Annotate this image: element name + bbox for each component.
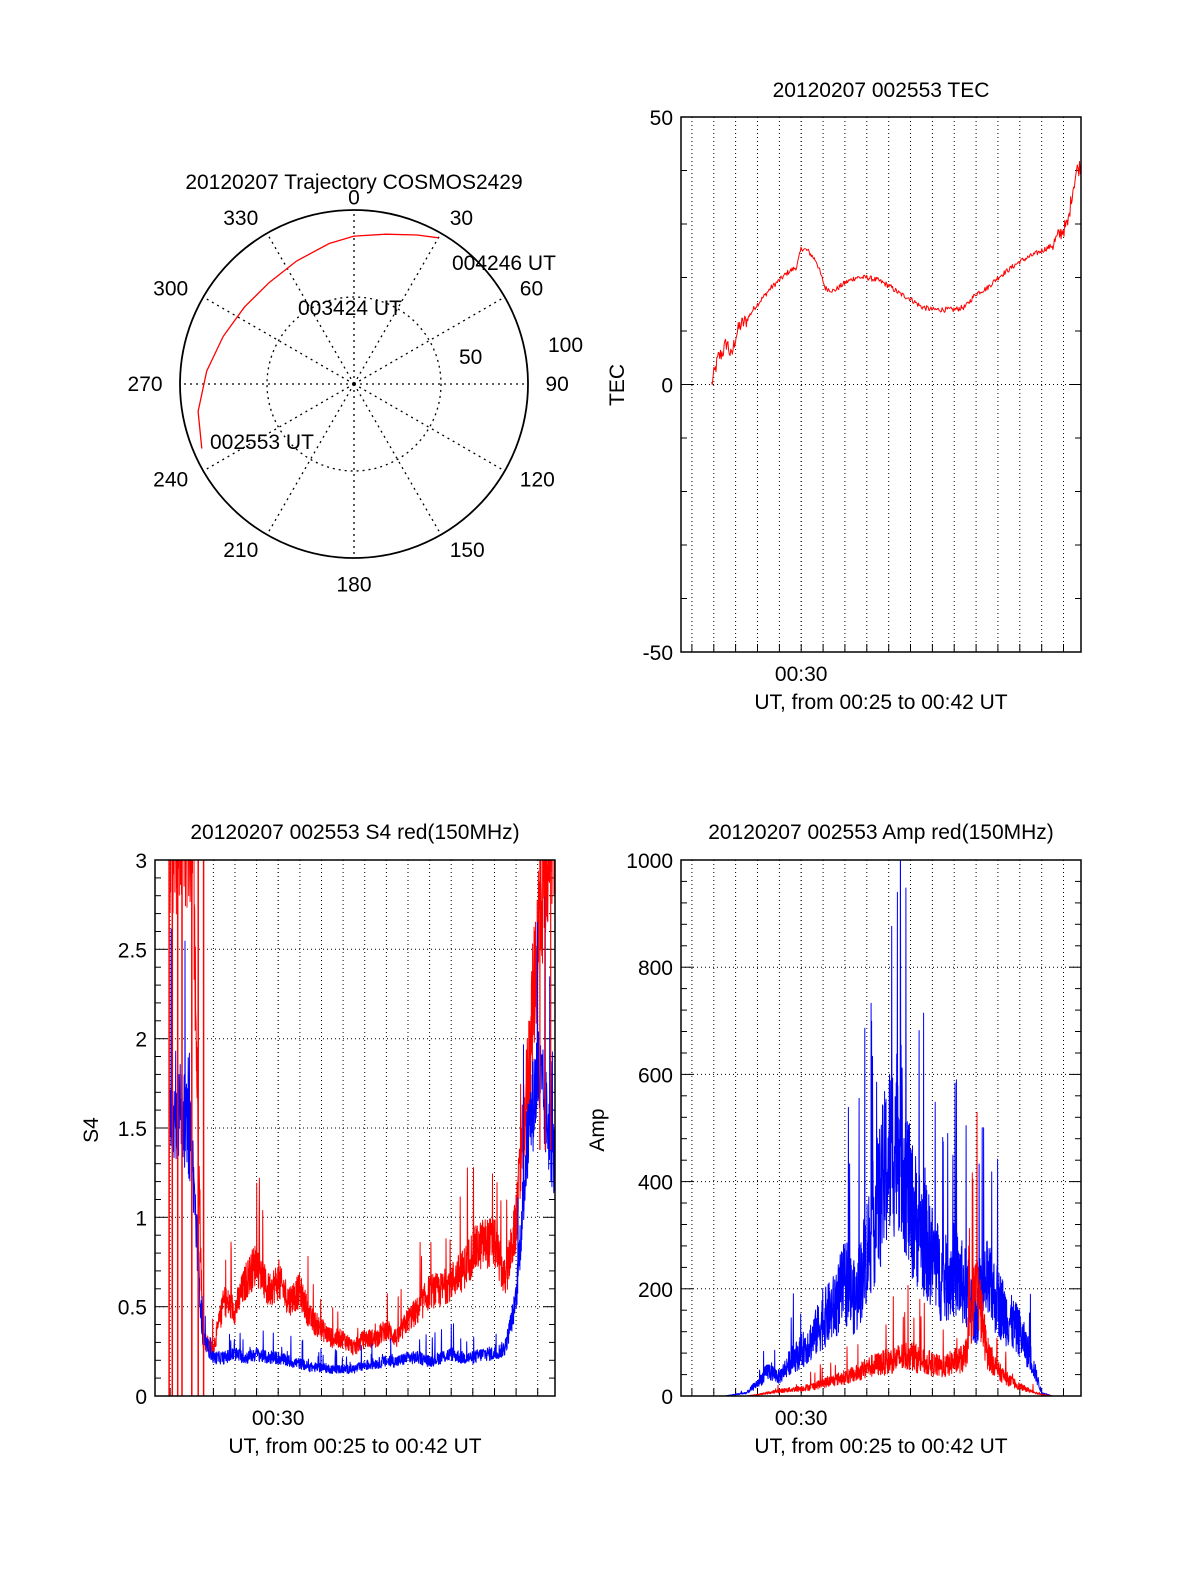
- polar-spoke: [266, 232, 355, 385]
- s4-y-tick-label: 2: [135, 1029, 147, 1052]
- polar-spoke: [202, 296, 355, 385]
- tec-plot-frame: [680, 116, 1082, 653]
- polar-spoke: [202, 383, 355, 472]
- tec-y-tick-label: 50: [650, 107, 673, 130]
- amp-plot-frame: [680, 859, 1082, 1397]
- polar-azimuth-label: 180: [336, 573, 371, 596]
- amp-y-tick-label: 400: [638, 1172, 673, 1195]
- polar-azimuth-label: 330: [223, 207, 258, 230]
- amp-x-tick-labels: 00:30: [775, 1407, 828, 1430]
- amp-panel: 20120207 002553 Amp red(150MHz) 0 200 400 6…: [586, 821, 1082, 1458]
- polar-azimuth-label: 0: [348, 187, 360, 210]
- polar-azimuth-label: 240: [153, 469, 188, 492]
- polar-ring-50: [266, 296, 442, 472]
- s4-y-tick-label: 0.5: [118, 1297, 147, 1320]
- s4-plot-frame: [154, 859, 556, 1397]
- s4-ylabel: S4: [80, 1117, 103, 1143]
- polar-outer-ring: [179, 209, 529, 559]
- tec-y-tick-labels: -50 0 50: [643, 107, 673, 665]
- s4-y-tick-label: 1: [135, 1207, 147, 1230]
- polar-azimuth-label: 120: [520, 469, 555, 492]
- polar-azimuth-label: 150: [450, 539, 485, 562]
- polar-spoke: [353, 232, 442, 385]
- tec-x-tick-label: 00:30: [775, 663, 828, 686]
- polar-azimuth-label: 90: [545, 373, 568, 396]
- polar-azimuth-label: 60: [520, 277, 543, 300]
- s4-grid: [155, 859, 555, 1397]
- s4-series-blue: [169, 896, 555, 1375]
- polar-radial-label: 100: [548, 334, 583, 357]
- tec-grid: [681, 116, 1081, 653]
- trajectory-end-label: 004246 UT: [452, 252, 556, 275]
- amp-title: 20120207 002553 Amp red(150MHz): [708, 821, 1054, 844]
- amp-y-tick-labels: 0 200 400 600 800 1000: [626, 850, 673, 1409]
- tec-title: 20120207 002553 TEC: [773, 79, 990, 102]
- polar-azimuth-label: 270: [128, 373, 163, 396]
- amp-series: [702, 860, 1081, 1396]
- amp-y-tick-label: 1000: [626, 850, 673, 873]
- trajectory-start-label: 002553 UT: [210, 431, 314, 454]
- s4-title: 20120207 002553 S4 red(150MHz): [190, 821, 519, 844]
- polar-azimuth-label: 30: [450, 207, 473, 230]
- polar-spoke: [266, 383, 355, 536]
- trajectory-title: 20120207 Trajectory COSMOS2429: [185, 171, 522, 194]
- tec-y-tick-label: -50: [643, 642, 673, 665]
- trajectory-panel: 20120207 Trajectory COSMOS2429 0 30 60 90 12…: [128, 171, 583, 596]
- trajectory-line: [197, 233, 439, 449]
- polar-azimuth-labels: 0 30 60 90 120 150 180 210 240 270 300 330 50 100: [128, 187, 583, 597]
- amp-y-tick-label: 600: [638, 1064, 673, 1087]
- tec-panel: 20120207 002553 TEC -50 0 50 00:30 TEC UT,…: [606, 79, 1082, 714]
- amp-x-tick-label: 00:30: [775, 1407, 828, 1430]
- s4-x-tick-labels: 00:30: [252, 1407, 305, 1430]
- tec-series-group: [711, 161, 1081, 386]
- polar-azimuth-label: 210: [223, 539, 258, 562]
- tec-y-tick-label: 0: [661, 375, 673, 398]
- trajectory-path: [197, 233, 439, 449]
- amp-series-red: [702, 1111, 1081, 1396]
- polar-spoke: [353, 383, 506, 472]
- s4-y-tick-label: 0: [135, 1386, 147, 1409]
- trajectory-middle-label: 003424 UT: [298, 297, 402, 320]
- s4-series-group: [168, 860, 555, 1396]
- amp-ylabel: Amp: [586, 1108, 609, 1151]
- polar-grid: [179, 209, 529, 559]
- s4-series: [168, 860, 555, 1396]
- s4-panel: 20120207 002553 S4 red(150MHz) 0 0.5 1 1.5 2…: [80, 821, 556, 1458]
- tec-ylabel: TEC: [606, 364, 629, 406]
- polar-spoke: [353, 383, 442, 536]
- amp-y-tick-label: 0: [661, 1386, 673, 1409]
- amp-y-tick-label: 200: [638, 1279, 673, 1302]
- s4-y-tick-label: 1.5: [118, 1118, 147, 1141]
- s4-y-tick-label: 2.5: [118, 939, 147, 962]
- amp-y-tick-label: 800: [638, 957, 673, 980]
- amp-series-group: [702, 860, 1081, 1396]
- tec-x-tick-labels: 00:30: [775, 663, 828, 686]
- s4-series-red: [169, 860, 555, 1356]
- amp-series-blue: [702, 860, 1081, 1396]
- s4-xlabel: UT, from 00:25 to 00:42 UT: [228, 1435, 481, 1458]
- tec-series-red: [711, 161, 1081, 386]
- s4-y-tick-labels: 0 0.5 1 1.5 2 2.5 3: [118, 850, 147, 1409]
- tec-series: [711, 161, 1081, 386]
- polar-radial-label: 50: [459, 346, 482, 369]
- s4-y-tick-label: 3: [135, 850, 147, 873]
- s4-x-tick-label: 00:30: [252, 1407, 305, 1430]
- tec-xlabel: UT, from 00:25 to 00:42 UT: [754, 691, 1007, 714]
- amp-xlabel: UT, from 00:25 to 00:42 UT: [754, 1435, 1007, 1458]
- polar-spoke: [353, 296, 506, 385]
- polar-azimuth-label: 300: [153, 277, 188, 300]
